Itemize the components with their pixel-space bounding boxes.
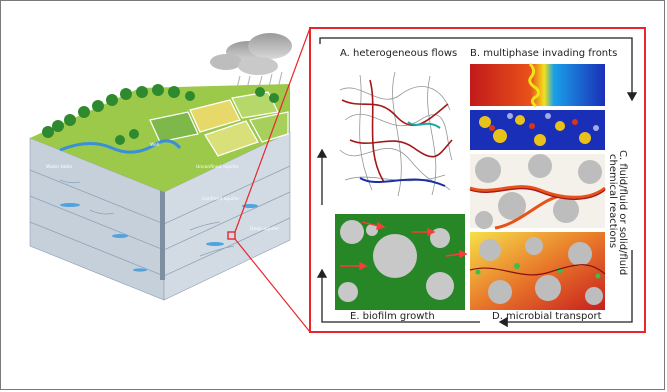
label-panel-c-line2: chemical reactions	[607, 154, 618, 248]
label-panel-a: A. heterogeneous flows	[340, 48, 457, 59]
panel-b-multiphase-map	[470, 110, 605, 150]
panel-e-biofilm	[335, 214, 468, 310]
panel-c-reactions	[469, 154, 606, 230]
well-shaft	[160, 150, 165, 280]
tag-unconfined: Unconfined aquifer	[196, 164, 239, 170]
panel-b-invading-front	[470, 62, 605, 108]
farm-fields	[149, 91, 289, 157]
cycle-arrows	[316, 37, 638, 328]
panel-d-microbial-transport	[469, 232, 606, 310]
arrow-right	[498, 250, 633, 328]
tag-deep: Deep aquifer	[250, 226, 279, 232]
label-panel-e: E. biofilm growth	[350, 311, 435, 322]
river	[59, 139, 182, 154]
arrow-top	[319, 37, 638, 102]
arrow-bottom	[316, 268, 480, 323]
panel-a-flow-network	[335, 70, 455, 200]
label-panel-c-line1: C. fluid/fluid or solid/fluid	[617, 150, 628, 275]
label-panel-d: D. microbial transport	[492, 311, 602, 322]
tag-confined: Confined aquifer	[202, 196, 240, 202]
landscape-block: Well Unconfined aquifer Confined aquifer…	[29, 33, 292, 301]
storm-cloud-icon	[210, 33, 292, 103]
trees	[42, 84, 279, 145]
tag-water-table: Water table	[46, 164, 72, 170]
tag-well: Well	[150, 142, 159, 148]
zoom-lines	[234, 27, 311, 333]
zoom-source-marker	[227, 231, 236, 240]
label-panel-b: B. multiphase invading fronts	[470, 48, 617, 59]
groundwater-lenses	[60, 203, 258, 272]
landscape-tags: Well Unconfined aquifer Confined aquifer…	[46, 142, 279, 232]
